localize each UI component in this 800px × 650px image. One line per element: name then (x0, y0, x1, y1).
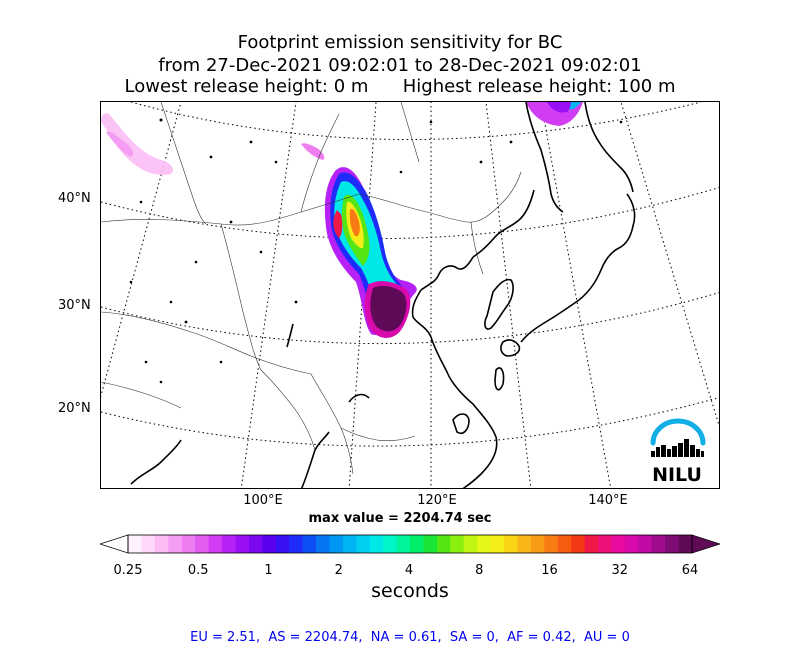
colorbar-segment (598, 535, 612, 553)
colorbar-segment (208, 535, 223, 553)
colorbar-segment (517, 535, 532, 553)
title-line-3: Lowest release height: 0 m Highest relea… (124, 76, 676, 97)
title-line-2: from 27-Dec-2021 09:02:01 to 28-Dec-2021… (158, 55, 642, 76)
colorbar-segment (504, 535, 518, 553)
colorbar-tick-label: 8 (475, 563, 484, 578)
lon-label-120: 120°E (417, 493, 457, 508)
colorbar-segment (168, 535, 183, 553)
colorbar-tick-label: 0.5 (187, 563, 209, 578)
graticule-lon-90 (101, 102, 182, 398)
nilu-logo-text: NILU (652, 464, 702, 483)
colorbar-segment (302, 535, 317, 553)
colorbar-segment (638, 535, 653, 553)
colorbar-segment (369, 535, 384, 553)
colorbar-segment (450, 535, 465, 553)
colorbar-segment (436, 535, 451, 553)
colorbar-segment (624, 535, 639, 553)
sensitivity-plume-west (101, 113, 325, 175)
colorbar-tick-label: 32 (611, 563, 629, 578)
country-borders (101, 102, 522, 475)
regional-totals: EU = 2.51, AS = 2204.74, NA = 0.61, SA =… (190, 630, 630, 645)
colorbar-segment (222, 535, 236, 553)
small-islands (129, 118, 623, 384)
colorbar-segment (557, 535, 572, 553)
colorbar-min-extension (100, 534, 129, 554)
colorbar-segment (678, 535, 693, 553)
colorbar-segment (248, 535, 263, 553)
colorbar-segment (262, 535, 277, 553)
nilu-logo: NILU (650, 418, 706, 483)
colorbar-tick-label: 2 (334, 563, 343, 578)
colorbar-segment (181, 535, 196, 553)
graticule-lon-100 (240, 102, 297, 488)
sensitivity-plume-main (324, 167, 417, 338)
colorbar-segment (275, 535, 290, 553)
graticule-lon-150 (620, 102, 719, 428)
map-panel (100, 101, 720, 489)
colorbar-segment (316, 535, 330, 553)
colorbar-tick-label: 0.25 (113, 563, 143, 578)
map-canvas (101, 102, 719, 488)
colorbar-segment (383, 535, 397, 553)
graticule-lon-140 (540, 102, 612, 488)
colorbar-tick-label: 16 (541, 563, 558, 578)
sensitivity-plume-northeast (526, 102, 583, 126)
colorbar-segment (235, 535, 250, 553)
colorbar-segment (342, 535, 357, 553)
colorbar-label: seconds (371, 580, 449, 602)
colorbar-segment (651, 535, 666, 553)
colorbar-segment (490, 535, 505, 553)
graticule-lat-50 (130, 102, 702, 140)
colorbar-segment (289, 535, 303, 553)
colorbar-segment (396, 535, 411, 553)
colorbar-tick-label: 1 (264, 563, 273, 578)
colorbar (100, 534, 720, 554)
colorbar-segment (544, 535, 559, 553)
colorbar-segment (584, 535, 599, 553)
colorbar-segment (665, 535, 679, 553)
colorbar-segment (329, 535, 344, 553)
colorbar-segment (571, 535, 585, 553)
colorbar-segment (128, 535, 142, 553)
graticule-lat-30 (101, 292, 719, 345)
colorbar-segment (410, 535, 424, 553)
colorbar-tick-label: 64 (681, 563, 699, 578)
lon-label-140: 140°E (588, 493, 628, 508)
colorbar-max-extension (691, 534, 720, 554)
max-value-label: max value = 2204.74 sec (308, 511, 492, 526)
colorbar-segment (356, 535, 371, 553)
colorbar-segment (195, 535, 209, 553)
colorbar-segments (128, 535, 693, 553)
colorbar-segment (154, 535, 169, 553)
colorbar-segment (530, 535, 545, 553)
colorbar-segment (463, 535, 478, 553)
title-line-1: Footprint emission sensitivity for BC (237, 32, 563, 53)
lon-label-100: 100°E (243, 493, 283, 508)
colorbar-segment (423, 535, 438, 553)
graticule-lat-20 (101, 397, 719, 447)
lat-label-20: 20°N (58, 401, 91, 416)
lat-label-30: 30°N (58, 298, 91, 313)
lat-label-40: 40°N (58, 191, 91, 206)
colorbar-segment (611, 535, 626, 553)
colorbar-segment (141, 535, 156, 553)
colorbar-tick-label: 4 (404, 563, 414, 578)
colorbar-segment (477, 535, 491, 553)
colorbar-frame (127, 534, 693, 554)
